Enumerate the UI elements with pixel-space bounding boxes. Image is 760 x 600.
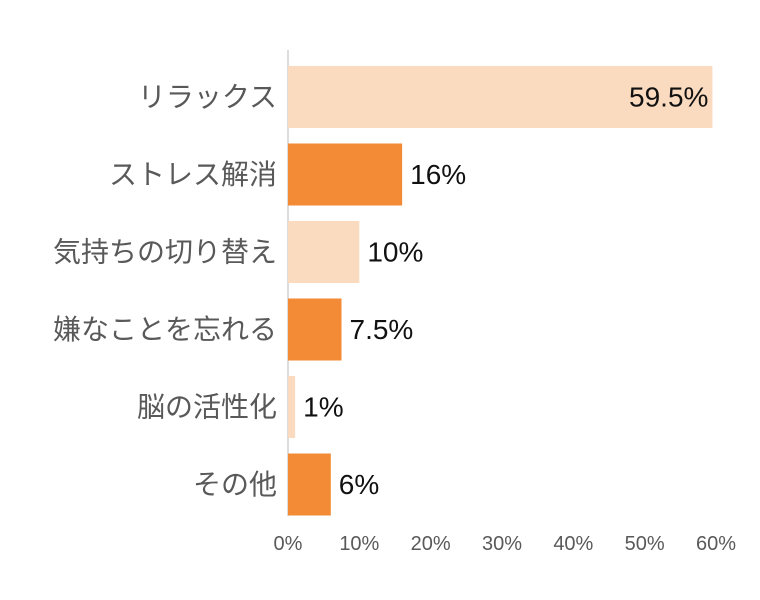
- category-label: リラックス: [138, 81, 277, 114]
- x-tick-label: 50%: [625, 533, 665, 555]
- category-label: ストレス解消: [109, 158, 277, 191]
- data-label: 59.5%: [629, 82, 708, 113]
- bar-2: [288, 221, 360, 283]
- data-label: 16%: [410, 159, 466, 190]
- bar-0: [288, 66, 713, 128]
- bar-4: [288, 376, 296, 438]
- bar-3: [288, 298, 342, 361]
- data-label: 1%: [303, 392, 343, 423]
- x-tick-label: 0%: [274, 533, 303, 555]
- x-tick-label: 20%: [411, 533, 451, 555]
- category-label: 嫌なことを忘れる: [53, 313, 277, 346]
- x-tick-label: 30%: [482, 533, 522, 555]
- category-label: 脳の活性化: [137, 391, 277, 424]
- data-label: 6%: [339, 469, 379, 500]
- category-label: 気持ちの切り替え: [53, 236, 277, 269]
- x-tick-label: 40%: [553, 533, 593, 555]
- bar-5: [288, 453, 331, 516]
- data-label: 10%: [367, 237, 423, 268]
- bar-1: [288, 143, 403, 206]
- x-tick-label: 60%: [696, 533, 736, 555]
- x-tick-label: 10%: [339, 533, 379, 555]
- data-label: 7.5%: [350, 314, 414, 345]
- category-label: その他: [193, 468, 277, 501]
